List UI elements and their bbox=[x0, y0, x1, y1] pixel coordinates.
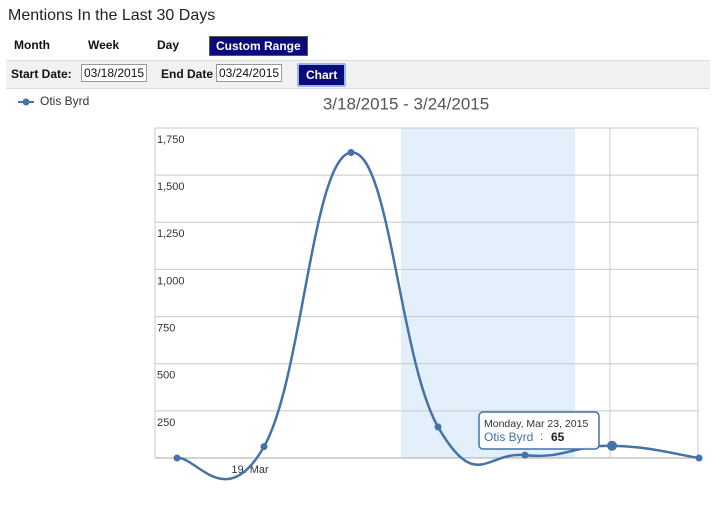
data-point bbox=[347, 149, 355, 157]
end-input[interactable]: 03/24/2015 bbox=[216, 64, 283, 82]
data-point bbox=[260, 443, 268, 451]
start-input[interactable]: 03/18/2015 bbox=[81, 64, 148, 82]
chart-button[interactable]: Chart bbox=[297, 63, 347, 87]
data-point bbox=[521, 451, 529, 459]
tooltip-box bbox=[478, 411, 600, 450]
tab[interactable]: Month bbox=[14, 38, 50, 52]
tooltip-series: Otis Byrd bbox=[484, 430, 533, 444]
y-tick-label: 1,750 bbox=[157, 134, 185, 146]
data-point bbox=[173, 454, 181, 462]
page-title: Mentions In the Last 30 Days bbox=[8, 7, 216, 24]
tab[interactable]: Custom Range bbox=[209, 36, 308, 56]
plot-band bbox=[401, 128, 575, 458]
legend: Otis Byrd bbox=[18, 94, 89, 108]
tab[interactable]: Day bbox=[157, 38, 180, 52]
chart-title: 3/18/2015 - 3/24/2015 bbox=[323, 94, 489, 113]
y-tick-label: 500 bbox=[157, 370, 175, 382]
tab[interactable]: Week bbox=[88, 38, 120, 52]
data-point bbox=[607, 440, 617, 451]
legend-label: Otis Byrd bbox=[40, 94, 89, 108]
y-tick-label: 1,000 bbox=[157, 275, 185, 287]
y-tick-label: 250 bbox=[157, 417, 175, 429]
legend-marker bbox=[22, 98, 30, 106]
tooltip-value: 65 bbox=[551, 430, 565, 444]
start-label: Start Date: bbox=[11, 67, 72, 81]
data-point bbox=[434, 423, 442, 431]
y-tick-label: 1,250 bbox=[157, 228, 185, 240]
data-point bbox=[695, 454, 703, 462]
y-tick-label: 750 bbox=[157, 322, 175, 334]
y-tick-label: 1,500 bbox=[157, 181, 185, 193]
tooltip-date: Monday, Mar 23, 2015 bbox=[484, 418, 588, 430]
tooltip-separator: : bbox=[540, 429, 543, 443]
end-label: End Date bbox=[161, 67, 214, 81]
